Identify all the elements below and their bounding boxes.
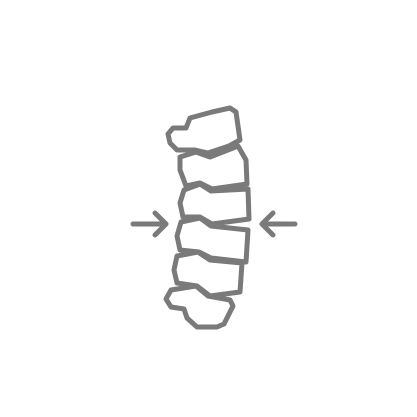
vertebra-2 <box>177 143 250 192</box>
arrow-left-icon <box>259 210 298 238</box>
vertebra-1 <box>165 105 243 156</box>
arrow-right-icon <box>130 210 169 238</box>
spine-icon <box>130 105 298 330</box>
